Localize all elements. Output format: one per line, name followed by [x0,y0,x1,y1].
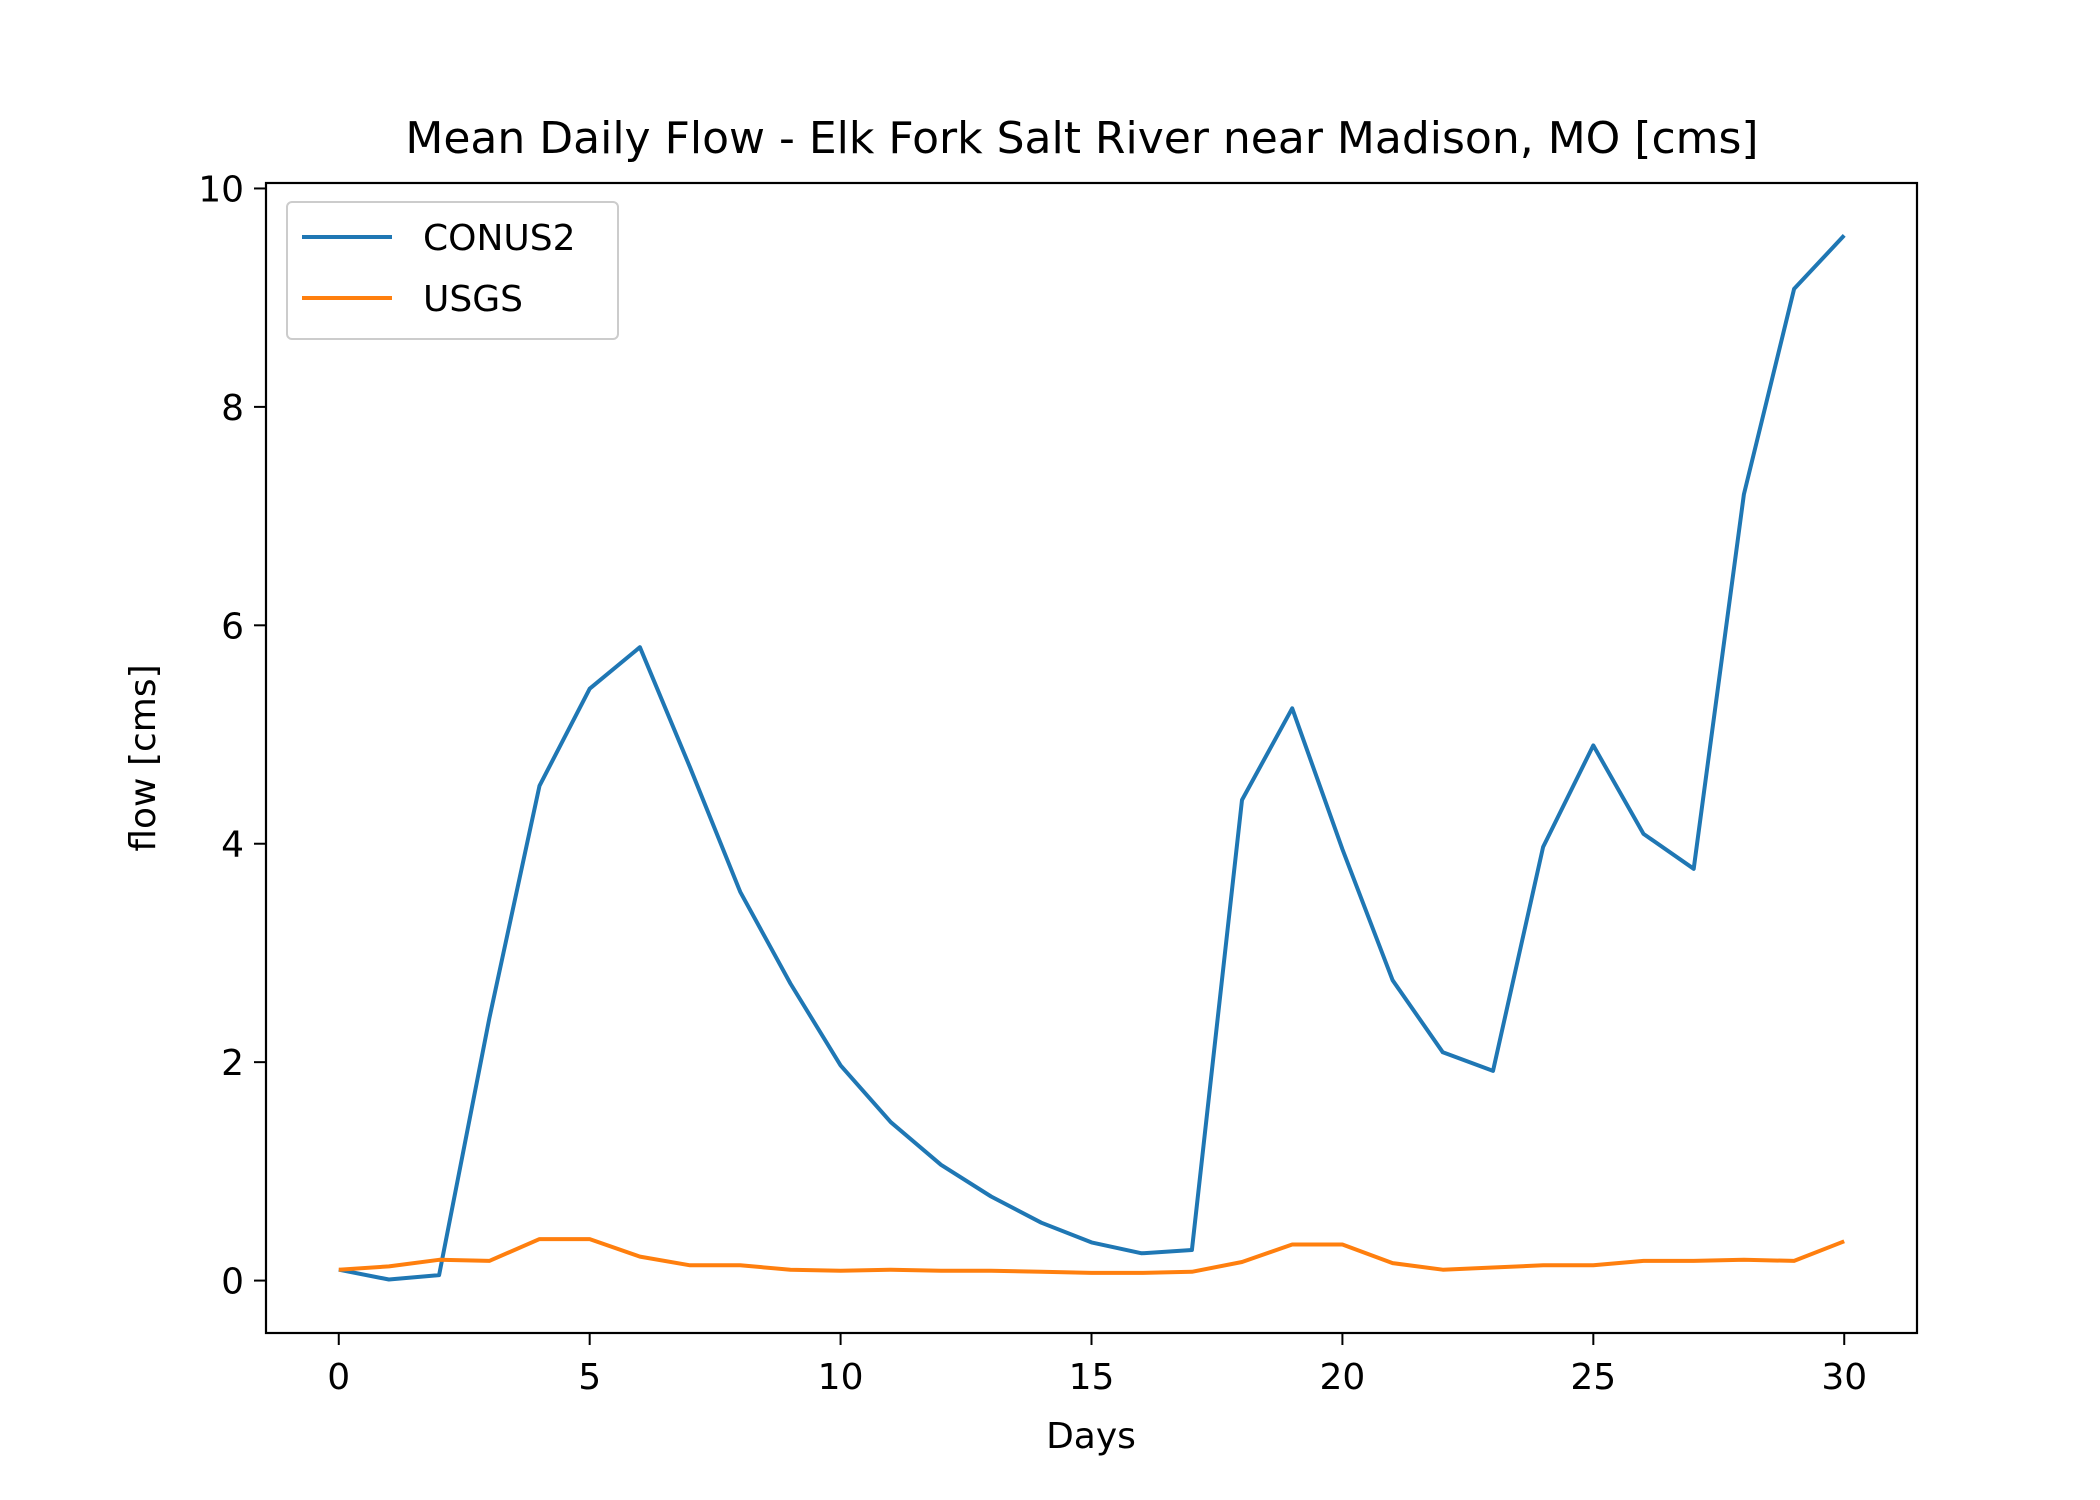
y-tick-label: 2 [221,1043,244,1084]
legend: CONUS2 USGS [286,201,619,340]
x-tick-label: 15 [1069,1357,1115,1398]
legend-label-usgs: USGS [423,279,523,320]
series-layer [338,234,1846,1282]
y-tick-label: 4 [221,825,244,866]
y-tick-label: 10 [198,169,244,210]
x-axis: 0 5 10 15 20 25 30 [327,1333,1867,1398]
x-tick-label: 20 [1320,1357,1366,1398]
series-line-conus2 [338,234,1846,1282]
x-tick-label: 10 [818,1357,864,1398]
series-line-usgs [338,1237,1845,1275]
y-tick-label: 6 [221,606,244,647]
y-axis-label: flow [cms] [123,664,164,851]
x-tick-label: 25 [1570,1357,1616,1398]
legend-label-conus2: CONUS2 [423,218,576,259]
chart-title: Mean Daily Flow - Elk Fork Salt River ne… [405,113,1758,164]
x-tick-label: 30 [1821,1357,1867,1398]
y-tick-label: 8 [221,388,244,429]
x-tick-label: 5 [578,1357,601,1398]
y-tick-label: 0 [221,1262,244,1303]
y-axis: 0 2 4 6 8 10 [198,169,266,1303]
x-axis-label: Days [1046,1416,1136,1457]
x-tick-label: 0 [327,1357,350,1398]
